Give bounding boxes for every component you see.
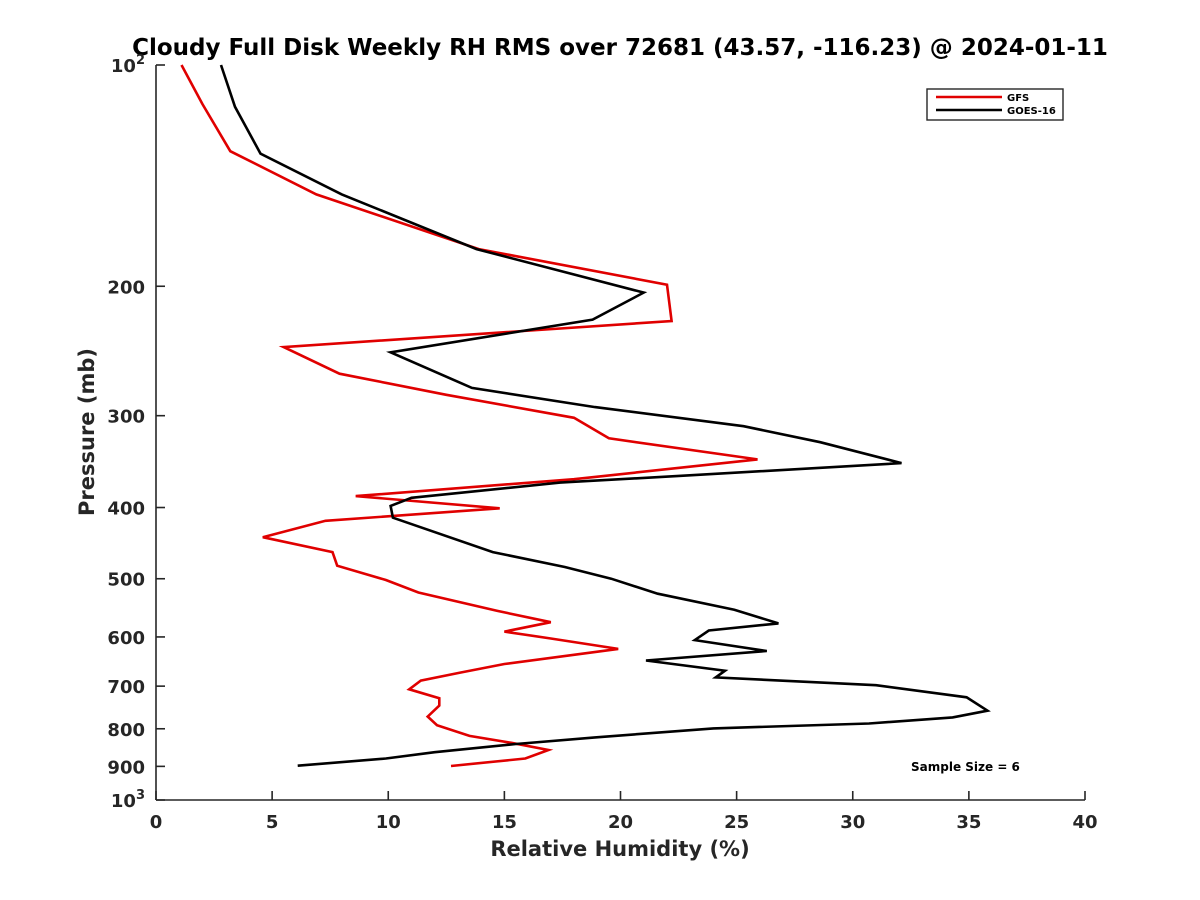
x-axis-label: Relative Humidity (%) [490,837,749,861]
x-tick-label: 10 [376,812,401,833]
y-tick-label: 900 [107,757,145,778]
y-tick-label: 300 [107,407,145,428]
legend-label-goes-16: GOES-16 [1007,106,1056,117]
series-line-goes-16 [219,64,991,767]
x-tick-label: 30 [840,812,865,833]
y-tick-label: 800 [107,720,145,741]
sample-size-annotation: Sample Size = 6 [911,760,1020,774]
legend-label-gfs: GFS [1007,93,1029,104]
x-tick-label: 20 [608,812,633,833]
chart-title: Cloudy Full Disk Weekly RH RMS over 7268… [132,35,1108,61]
y-ticks: 102 200 300 400 500 600 700 800 900 103 [107,53,165,812]
y-tick-label: 600 [107,628,145,649]
x-tick-label: 0 [150,812,163,833]
y-tick-label: 103 [111,788,145,812]
legend: GFS GOES-16 [926,88,1064,121]
x-tick-label: 15 [492,812,517,833]
x-tick-label: 25 [724,812,749,833]
y-tick-label: 200 [107,277,145,298]
y-tick-label: 700 [107,677,145,698]
x-tick-label: 35 [956,812,981,833]
legend-box [926,88,1064,121]
series-line-gfs [180,64,758,768]
x-tick-label: 40 [1072,812,1097,833]
x-tick-label: 5 [266,812,279,833]
series-layer [180,64,991,768]
y-tick-label: 500 [107,570,145,591]
y-tick-label: 400 [107,499,145,520]
y-tick-label: 102 [111,53,145,77]
y-axis-label: Pressure (mb) [75,348,99,516]
x-ticks: 0 5 10 15 20 25 30 35 40 [150,791,1098,833]
